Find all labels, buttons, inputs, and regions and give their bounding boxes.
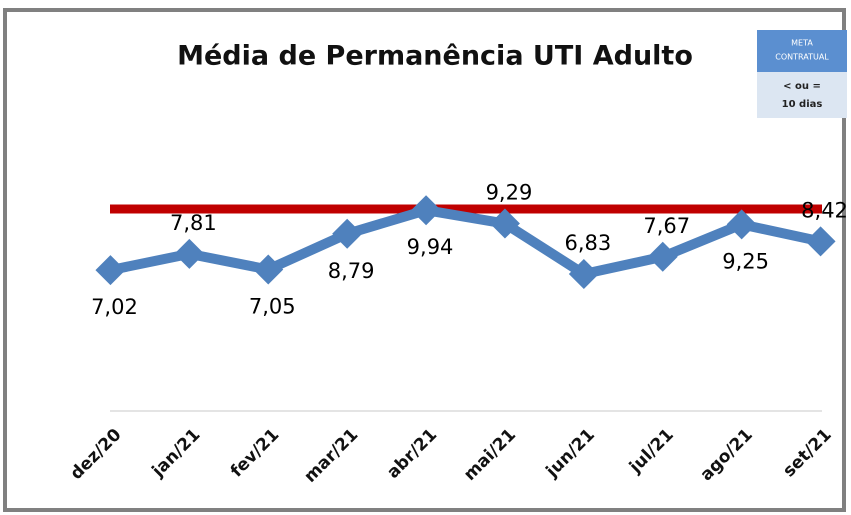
data-label: 9,25 [722,249,769,273]
meta-title: CONTRATUAL [775,53,829,62]
chart-title: Média de Permanência UTI Adulto [177,41,693,72]
data-label: 6,83 [564,231,611,255]
data-label: 9,94 [407,235,454,259]
data-label: 7,81 [170,211,217,235]
series-line [109,205,822,279]
meta-text: 10 dias [782,99,823,110]
marker [411,195,442,226]
data-label: 9,29 [486,181,533,205]
marker [332,218,363,249]
meta-body [757,72,847,118]
marker [253,254,284,285]
marker [489,208,520,239]
meta-header [757,30,847,72]
data-label: 8,79 [328,259,375,283]
data-label: 7,05 [249,294,296,318]
marker [568,258,599,289]
meta-title: META [791,39,813,48]
data-label: 7,02 [91,295,138,319]
data-label: 8,42 [801,198,848,222]
marker [174,238,205,269]
data-label: 7,67 [643,214,690,238]
marker [726,209,757,240]
marker [95,255,126,286]
meta-text: < ou = [783,81,821,92]
marker [647,241,678,272]
marker [805,226,836,257]
